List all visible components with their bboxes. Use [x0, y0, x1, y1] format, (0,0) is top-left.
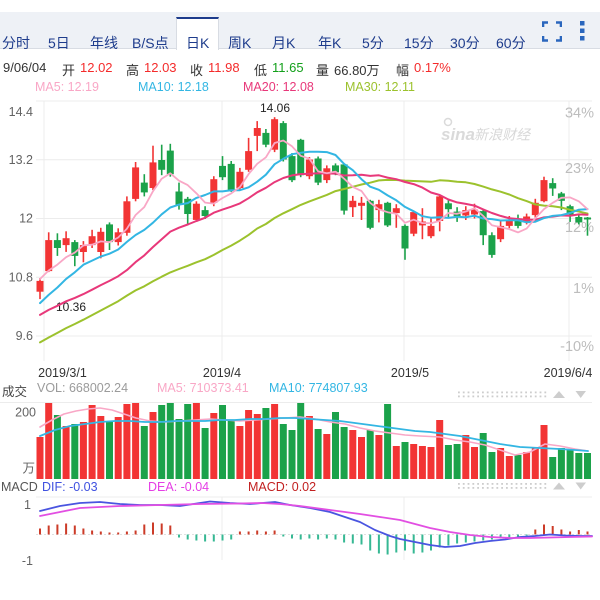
svg-text:13.2: 13.2	[9, 153, 33, 167]
svg-text:10.8: 10.8	[9, 271, 33, 285]
svg-text:2019/3/1: 2019/3/1	[38, 366, 87, 380]
svg-text:34%: 34%	[565, 106, 594, 122]
svg-text:-1: -1	[22, 554, 33, 568]
svg-text:200: 200	[15, 406, 36, 420]
svg-text:2019/5: 2019/5	[391, 366, 429, 380]
svg-text:14.4: 14.4	[9, 105, 33, 119]
svg-text:万: 万	[22, 462, 35, 476]
svg-text:1: 1	[24, 498, 31, 512]
svg-text:10.36: 10.36	[56, 300, 86, 314]
svg-text:-10%: -10%	[560, 339, 594, 355]
svg-text:12: 12	[19, 212, 33, 226]
svg-text:23%: 23%	[565, 161, 594, 177]
svg-text:1%: 1%	[573, 281, 594, 297]
svg-text:新浪财经: 新浪财经	[474, 127, 532, 143]
svg-text:9.6: 9.6	[16, 329, 33, 343]
svg-text:2019/6/4: 2019/6/4	[544, 366, 593, 380]
svg-text:14.06: 14.06	[260, 101, 290, 115]
svg-text:sina: sina	[441, 125, 475, 144]
svg-text:2019/4: 2019/4	[203, 366, 241, 380]
